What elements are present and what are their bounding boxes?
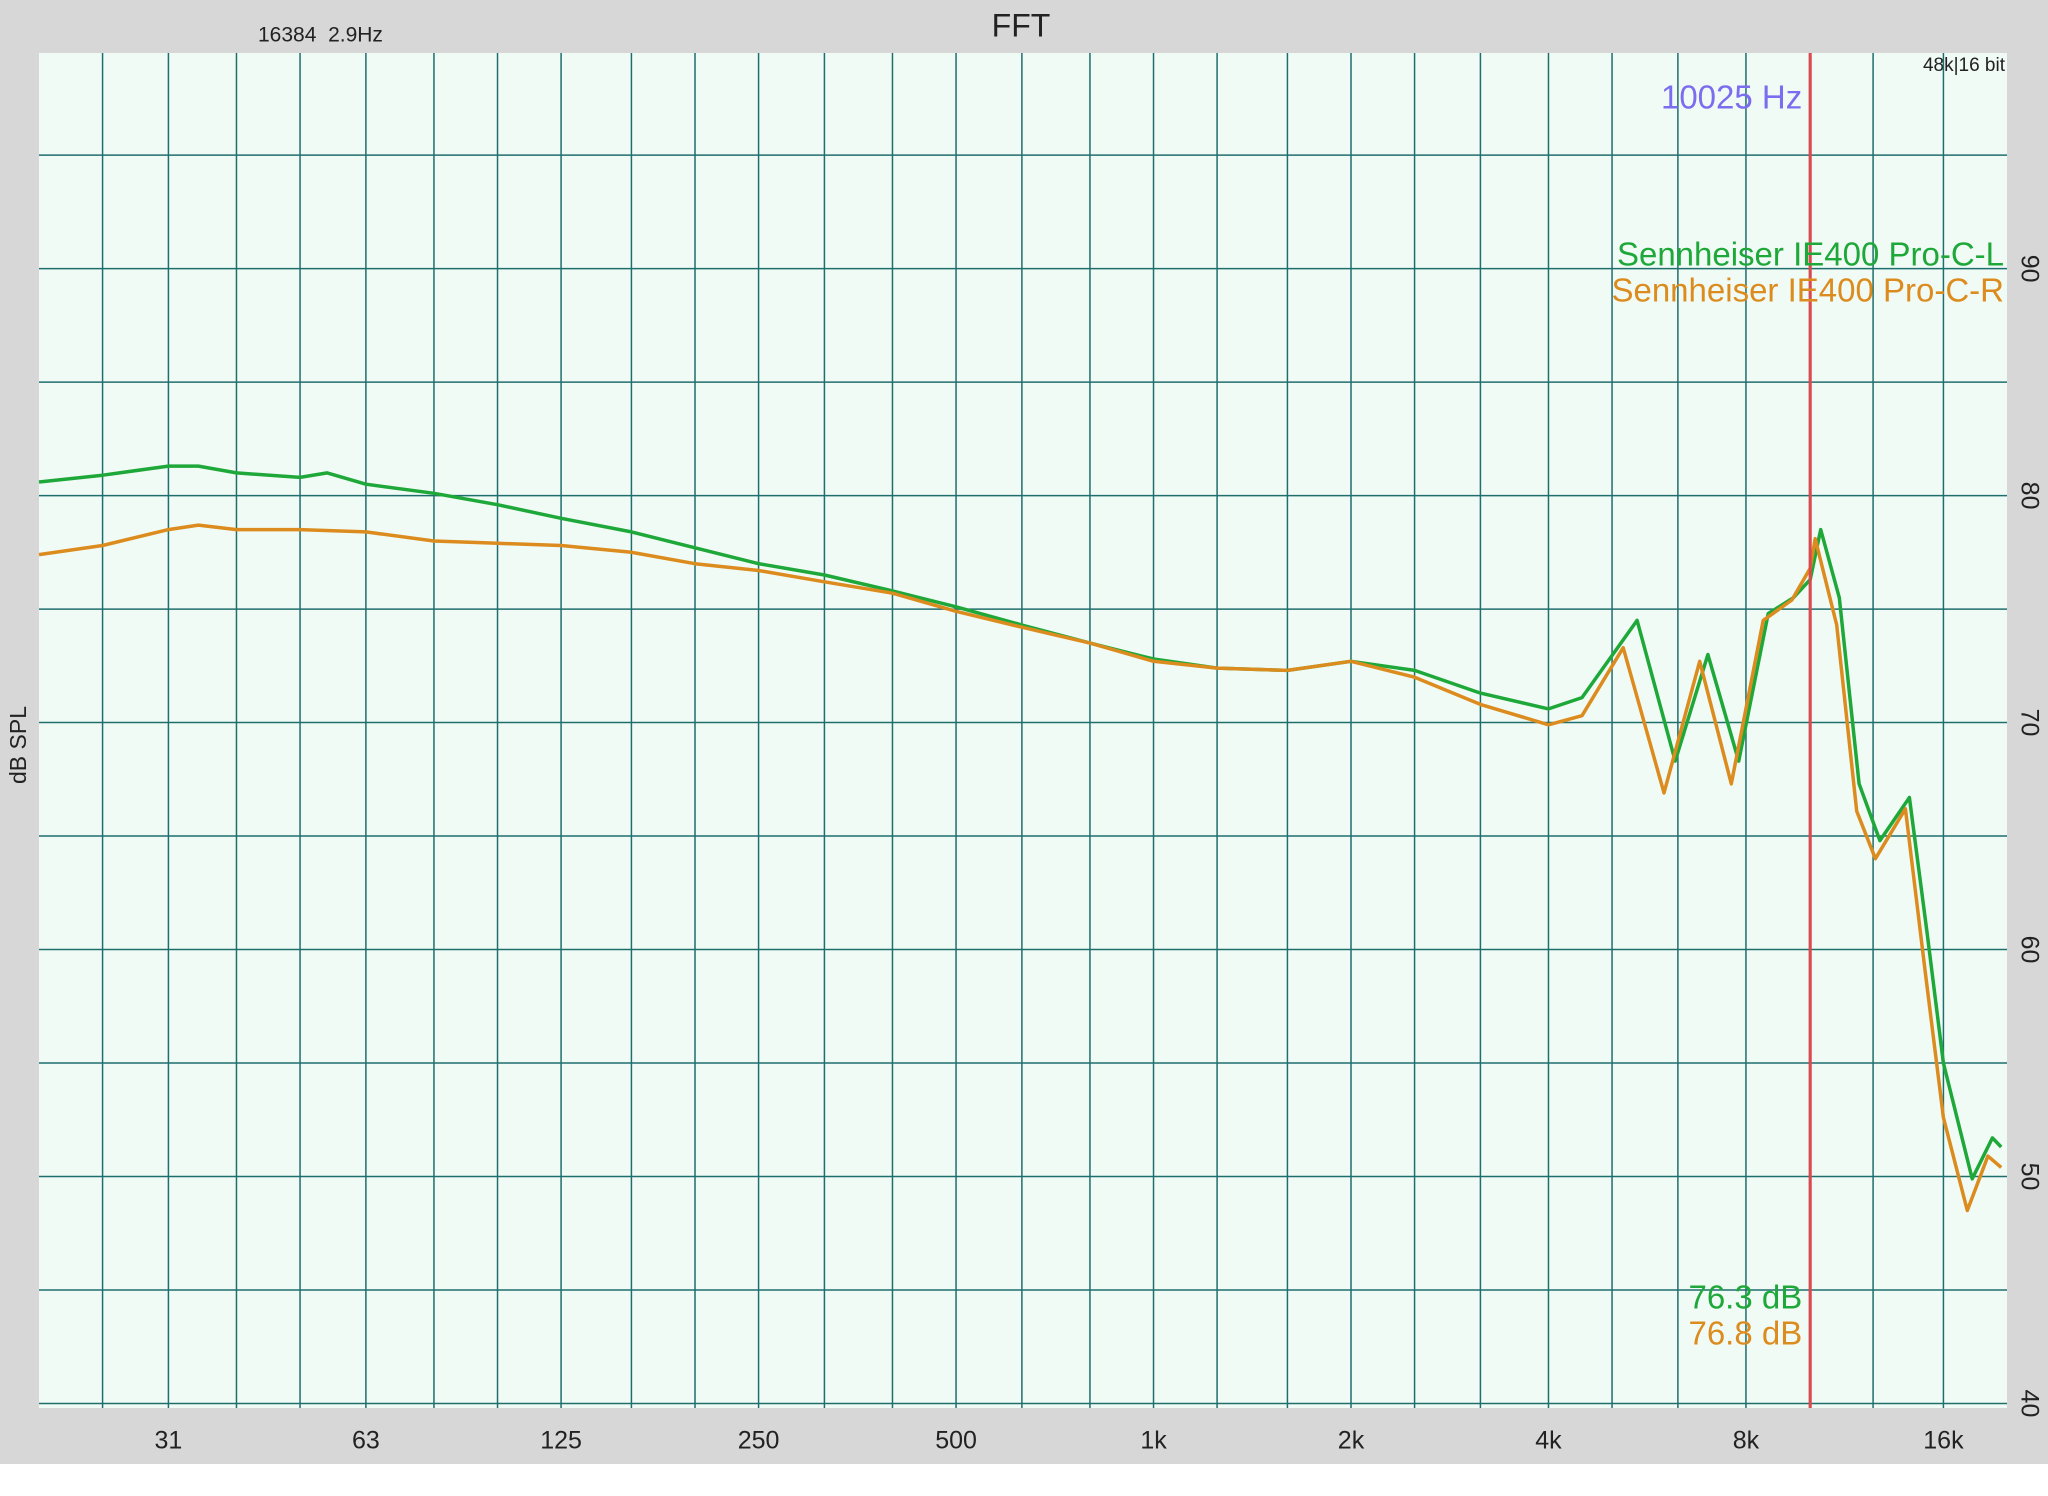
cursor-readout: 76.3 dB xyxy=(1688,1279,1802,1316)
x-tick-label: 4k xyxy=(1535,1427,1562,1455)
x-tick-label: 250 xyxy=(738,1427,780,1455)
cursor-readout: 76.8 dB xyxy=(1688,1315,1802,1352)
x-tick-label: 16k xyxy=(1923,1427,1964,1455)
x-tick-label: 125 xyxy=(540,1427,582,1455)
y-tick-label: 80 xyxy=(2015,482,2043,510)
y-tick-label: 90 xyxy=(2015,255,2043,283)
chart-title: FFT xyxy=(992,7,1051,43)
x-tick-label: 63 xyxy=(352,1427,380,1455)
y-tick-label: 40 xyxy=(2015,1390,2043,1418)
y-tick-label: 60 xyxy=(2015,936,2043,964)
x-tick-label: 31 xyxy=(155,1427,183,1455)
x-tick-label: 500 xyxy=(935,1427,977,1455)
plot-area xyxy=(39,53,2007,1408)
info-right: 48k|16 bit xyxy=(1923,55,2006,76)
x-tick-label: 8k xyxy=(1733,1427,1760,1455)
legend-entry: Sennheiser IE400 Pro-C-L xyxy=(1617,236,2004,273)
y-tick-label: 50 xyxy=(2015,1163,2043,1191)
x-tick-label: 1k xyxy=(1140,1427,1167,1455)
cursor-label: 10025 Hz xyxy=(1661,79,1802,116)
x-tick-label: 2k xyxy=(1338,1427,1365,1455)
y-axis-label: dB SPL xyxy=(5,706,31,784)
y-tick-label: 70 xyxy=(2015,709,2043,737)
info-left: 16384 2.9Hz xyxy=(258,24,383,47)
series-line xyxy=(38,523,2003,1213)
legend-entry: Sennheiser IE400 Pro-C-R xyxy=(1611,272,2004,309)
